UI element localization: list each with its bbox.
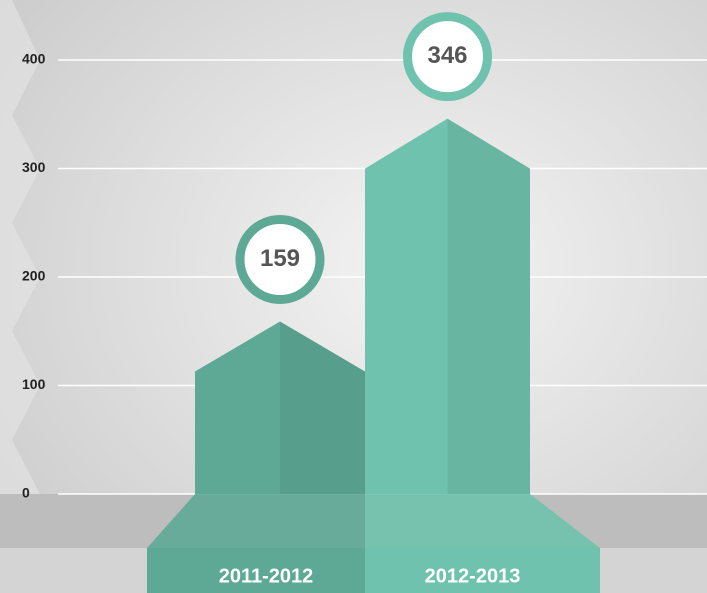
value-bubble <box>403 12 492 102</box>
value-label: 346 <box>427 42 467 69</box>
y-tick-label: 100 <box>22 376 46 392</box>
x-tick-label: 2012-2013 <box>425 565 521 587</box>
y-tick-label: 0 <box>22 485 30 501</box>
label-tab <box>365 548 600 593</box>
value-label: 159 <box>260 245 300 272</box>
value-bubble <box>235 214 325 304</box>
bar-base <box>365 494 600 548</box>
label-tab <box>147 548 365 593</box>
chevrons <box>0 0 40 548</box>
y-tick-label: 200 <box>22 268 46 284</box>
bar-base <box>147 494 365 548</box>
bar-shade <box>280 321 365 494</box>
y-tick-label: 300 <box>22 159 46 175</box>
y-tick-label: 400 <box>22 51 46 67</box>
bar-shade <box>447 118 530 494</box>
bar <box>195 321 365 494</box>
x-tick-label: 2011-2012 <box>219 565 314 587</box>
bar <box>365 118 530 494</box>
